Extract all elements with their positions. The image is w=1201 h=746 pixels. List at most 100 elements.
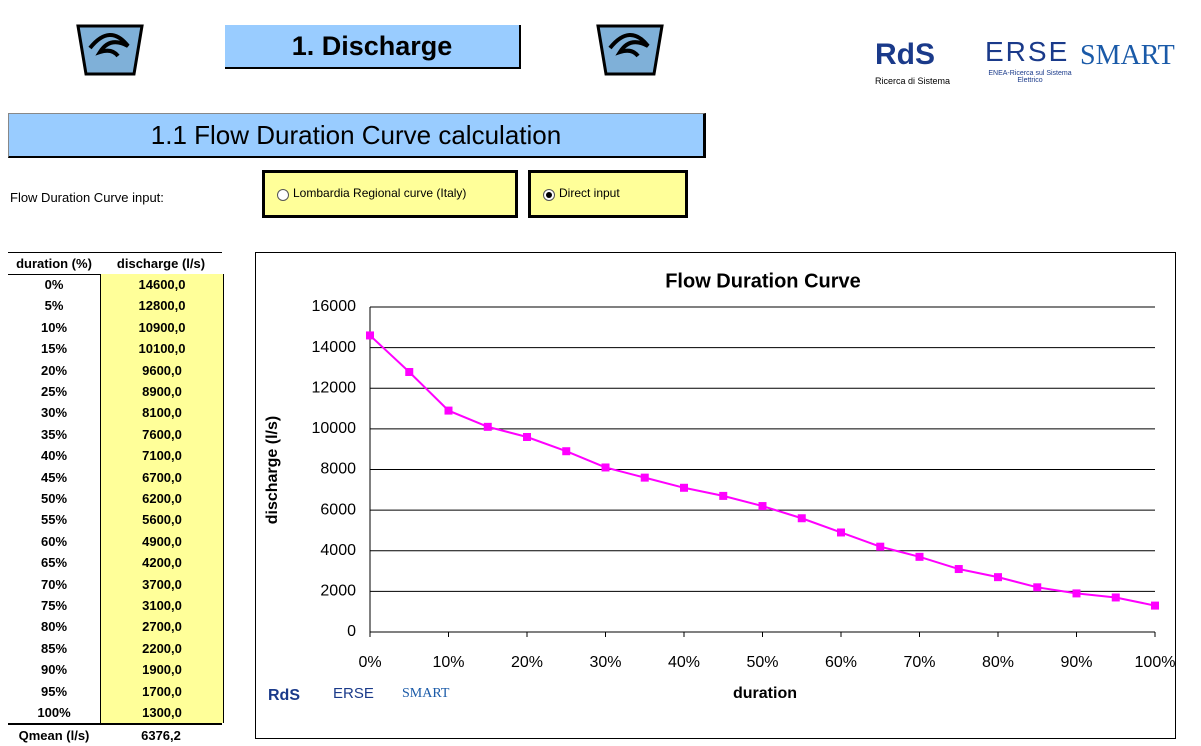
table-cell: 4200,0: [100, 552, 224, 574]
x-tick-label: 0%: [358, 654, 381, 671]
section-title: 1.1 Flow Duration Curve calculation: [8, 113, 706, 158]
logo-caption: Ricerca di Sistema: [875, 76, 951, 86]
marker: [719, 491, 728, 500]
table-cell: 0%: [44, 277, 64, 292]
logo: ERSE: [333, 685, 374, 702]
logo: SMART: [402, 686, 450, 701]
table-cell: 2200,0: [100, 637, 224, 660]
marker: [483, 422, 492, 431]
marker: [1111, 593, 1120, 602]
y-tick-label: 6000: [320, 501, 356, 518]
logo: RdS: [875, 38, 935, 71]
table-cell: 80%: [40, 619, 68, 635]
radio: [543, 189, 555, 201]
x-tick-label: 10%: [432, 654, 464, 671]
option-button[interactable]: Direct input: [528, 170, 688, 218]
table-cell: 50%: [40, 491, 68, 506]
y-tick-label: 14000: [312, 339, 357, 356]
table-cell: 60%: [40, 533, 68, 549]
x-tick-label: 20%: [511, 654, 543, 671]
marker: [1033, 583, 1042, 592]
radio: [277, 189, 289, 201]
marker: [1072, 589, 1081, 598]
input-label: Flow Duration Curve input:: [10, 190, 164, 205]
table-cell: 10100,0: [100, 338, 224, 360]
table-cell: 5600,0: [100, 509, 224, 531]
marker: [915, 552, 924, 561]
x-tick-label: 50%: [746, 654, 778, 671]
x-tick-label: 60%: [825, 654, 857, 671]
table-cell: 85%: [40, 640, 68, 656]
table-cell: 40%: [40, 448, 68, 464]
table-cell: 8100,0: [100, 402, 224, 424]
table-cell: 100%: [37, 705, 71, 720]
marker: [680, 483, 688, 492]
table-cell: 6200,0: [100, 488, 224, 510]
table-cell: 6700,0: [100, 466, 224, 488]
option-label: Direct input: [559, 186, 620, 200]
marker: [837, 528, 845, 537]
marker: [405, 368, 414, 376]
y-tick-label: 0: [347, 623, 356, 640]
table-cell: 8900,0: [100, 381, 224, 403]
chart-title: Flow Duration Curve: [665, 270, 861, 292]
marker: [1151, 601, 1159, 610]
y-tick-label: 10000: [312, 420, 357, 437]
x-tick-label: 100%: [1135, 654, 1176, 671]
x-tick-label: 80%: [982, 654, 1014, 671]
logo-caption: ENEA-Ricerca sul Sistema Elettrico: [988, 70, 1072, 84]
table-cell: 1900,0: [100, 659, 224, 681]
table-cell: 12800,0: [100, 295, 224, 317]
table-cell: 45%: [40, 469, 68, 485]
table-cell: 3700,0: [100, 573, 224, 595]
table-cell: 14600,0: [100, 274, 224, 296]
table-cell: 25%: [40, 384, 68, 399]
logo: ERSE: [985, 36, 1070, 67]
y-tick-label: 16000: [312, 298, 357, 315]
table-cell: 95%: [40, 683, 68, 699]
marker: [444, 406, 453, 415]
x-axis-label: duration: [733, 685, 797, 702]
marker: [758, 502, 767, 511]
x-tick-label: 70%: [903, 654, 935, 671]
table-cell: 35%: [40, 426, 68, 442]
table-cell: 9600,0: [100, 359, 224, 381]
x-tick-label: 40%: [668, 654, 700, 671]
table-cell: 55%: [40, 512, 68, 528]
table-cell: 1300,0: [100, 702, 224, 724]
table-cell: 90%: [40, 662, 68, 678]
marker: [994, 573, 1002, 582]
x-tick-label: 90%: [1060, 654, 1092, 671]
logo: SMART: [1080, 40, 1175, 71]
table-cell: 10900,0: [100, 316, 224, 339]
column-header: duration (%): [8, 252, 100, 275]
marker: [601, 463, 610, 472]
marker: [562, 447, 571, 456]
table-cell: 4900,0: [100, 530, 224, 553]
table-cell: 7100,0: [100, 445, 224, 467]
y-tick-label: 12000: [312, 379, 357, 396]
marker: [523, 433, 531, 441]
table-cell: 1700,0: [100, 680, 224, 702]
icon: [76, 24, 144, 76]
table-cell: 5%: [44, 298, 64, 314]
y-tick-label: 2000: [320, 583, 356, 600]
table-footer: Qmean (l/s): [8, 723, 100, 746]
marker: [640, 473, 649, 482]
x-tick-label: 30%: [589, 654, 621, 671]
table-cell: 15%: [40, 341, 68, 357]
option-button[interactable]: Lombardia Regional curve (Italy): [262, 170, 518, 218]
table-cell: 3100,0: [100, 595, 224, 617]
marker: [797, 514, 806, 523]
table-cell: 7600,0: [100, 423, 224, 446]
table-cell: 75%: [40, 598, 68, 613]
table-cell: 65%: [40, 555, 68, 571]
page-title: 1. Discharge: [225, 25, 521, 69]
y-tick-label: 4000: [320, 542, 356, 559]
table-footer: 6376,2: [100, 723, 222, 746]
marker: [366, 331, 374, 340]
logo: RdS: [268, 687, 300, 704]
marker: [876, 542, 885, 551]
table-cell: 2700,0: [100, 616, 224, 638]
